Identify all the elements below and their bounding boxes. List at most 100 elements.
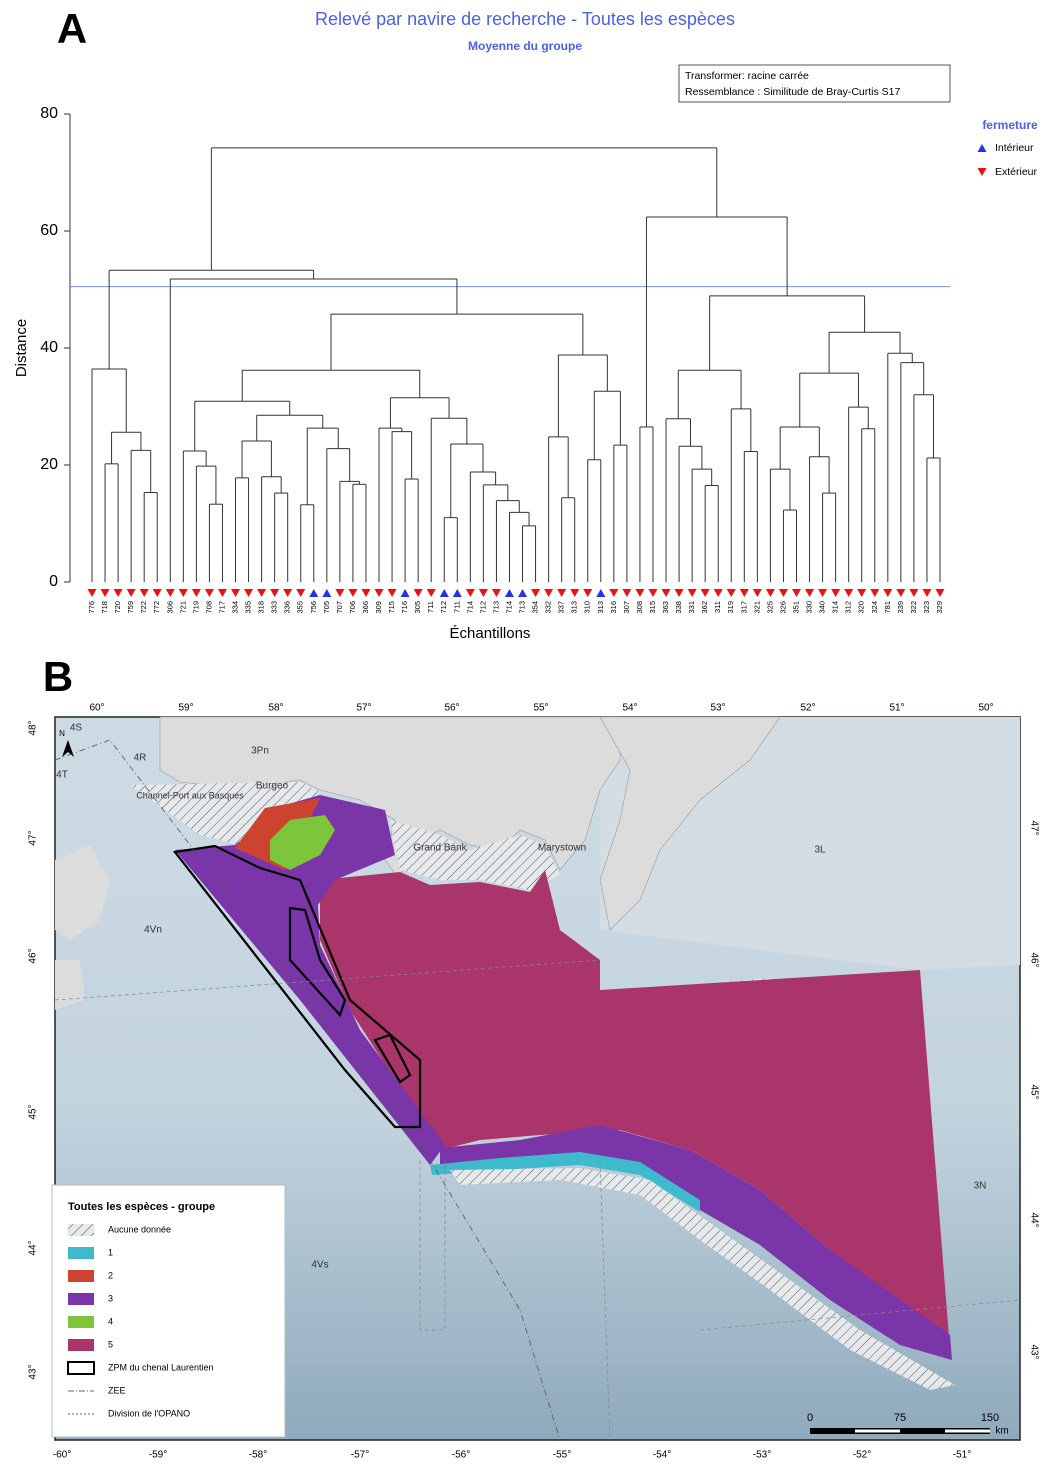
lon-label: 51° xyxy=(889,703,904,714)
closure-marker xyxy=(701,589,710,597)
closure-marker xyxy=(479,589,488,597)
map: 60°59°58°57°56°55°54°53°52°51°50°-60°-59… xyxy=(28,703,1040,1461)
closure-marker xyxy=(596,589,605,597)
leaf-label: 719 xyxy=(191,601,200,614)
lat-label: 45° xyxy=(1028,1084,1039,1099)
lat-label: 47° xyxy=(1028,820,1039,835)
lon-label: -52° xyxy=(853,1450,871,1461)
map-legend-label: 2 xyxy=(108,1270,113,1280)
closure-marker xyxy=(870,589,879,597)
leaf-label: 720 xyxy=(113,601,122,614)
leaf-label: 311 xyxy=(713,601,722,613)
closure-marker xyxy=(831,589,840,597)
leaf-label: 322 xyxy=(909,601,918,614)
y-tick-label: 20 xyxy=(40,456,58,473)
closure-marker xyxy=(309,589,318,597)
legend-title: fermeture xyxy=(982,118,1038,132)
lon-label: 58° xyxy=(268,703,283,714)
closure-marker xyxy=(244,589,253,597)
map-legend-label: 1 xyxy=(108,1247,113,1257)
leaf-label: 314 xyxy=(831,601,840,614)
legend-swatch xyxy=(68,1247,94,1259)
place-label: 3N xyxy=(974,1181,987,1192)
closure-marker xyxy=(662,589,671,597)
lon-label: -54° xyxy=(653,1450,671,1461)
closure-marker xyxy=(270,589,279,597)
closure-marker xyxy=(440,589,449,597)
leaf-label: 351 xyxy=(791,601,800,614)
closure-marker xyxy=(518,589,527,597)
scale-bar xyxy=(945,1430,990,1433)
lon-label: 52° xyxy=(800,703,815,714)
place-label: 4T xyxy=(56,770,68,781)
legend-swatch xyxy=(68,1224,94,1236)
place-label: 4Vn xyxy=(144,925,162,936)
legend-swatch xyxy=(68,1339,94,1351)
lat-label: 43° xyxy=(28,1364,39,1379)
chart-subtitle: Moyenne du groupe xyxy=(468,39,582,53)
closure-marker xyxy=(531,589,540,597)
leaf-label: 714 xyxy=(465,601,474,614)
closure-marker xyxy=(114,589,123,597)
map-legend-label: Aucune donnée xyxy=(108,1224,171,1234)
scale-label: 150 xyxy=(981,1412,999,1424)
closure-marker xyxy=(896,589,905,597)
leaf-label: 321 xyxy=(752,601,761,614)
closure-marker xyxy=(622,589,631,597)
leaf-label: 715 xyxy=(387,601,396,614)
leaf-label: 721 xyxy=(178,601,187,614)
legend-swatch xyxy=(68,1316,94,1328)
leaf-label: 706 xyxy=(348,601,357,614)
closure-marker xyxy=(466,589,475,597)
leaf-label: 331 xyxy=(687,601,696,614)
closure-marker xyxy=(205,589,214,597)
closure-marker xyxy=(635,589,644,597)
leaf-label: 335 xyxy=(244,601,253,614)
leaf-label: 306 xyxy=(165,601,174,614)
leaf-label: 317 xyxy=(739,601,748,614)
scale-label: 75 xyxy=(894,1412,906,1424)
lon-label: 54° xyxy=(622,703,637,714)
x-axis-label: Échantillons xyxy=(450,625,531,642)
lon-label: -58° xyxy=(249,1450,267,1461)
leaf-label: 334 xyxy=(230,601,239,614)
closure-marker xyxy=(857,589,866,597)
closure-marker xyxy=(492,589,501,597)
closure-marker xyxy=(753,589,762,597)
closure-marker xyxy=(88,589,97,597)
closure-marker xyxy=(348,589,357,597)
closure-marker xyxy=(127,589,136,597)
leaf-label: 713 xyxy=(518,601,527,614)
place-label: 4Vs xyxy=(311,1260,328,1271)
leaf-label: 354 xyxy=(531,601,540,614)
legend-swatch xyxy=(68,1293,94,1305)
closure-marker xyxy=(296,589,305,597)
leaf-label: 330 xyxy=(805,601,814,614)
map-legend-label: ZEE xyxy=(108,1385,126,1395)
leaf-label: 337 xyxy=(557,601,566,614)
leaf-label: 362 xyxy=(700,601,709,614)
closure-marker xyxy=(740,589,749,597)
lon-label: 56° xyxy=(444,703,459,714)
leaf-label: 717 xyxy=(217,601,226,614)
leaf-label: 355 xyxy=(296,601,305,614)
legend-swatch xyxy=(68,1362,94,1374)
leaf-label: 714 xyxy=(504,601,513,614)
leaf-label: 711 xyxy=(426,601,435,613)
closure-marker xyxy=(805,589,814,597)
lat-label: 46° xyxy=(28,948,39,963)
panel-letter: A xyxy=(57,5,87,52)
leaf-label: 339 xyxy=(896,601,905,614)
map-legend-label: 4 xyxy=(108,1316,113,1326)
lon-label: 57° xyxy=(356,703,371,714)
legend-label: Extérieur xyxy=(995,166,1038,178)
leaf-label: 711 xyxy=(452,601,461,613)
lon-label: -59° xyxy=(149,1450,167,1461)
lat-label: 44° xyxy=(28,1240,39,1255)
leaf-label: 308 xyxy=(635,601,644,614)
leaf-label: 333 xyxy=(270,601,279,614)
leaf-label: 781 xyxy=(883,601,892,614)
panel-letter: B xyxy=(43,653,73,700)
closure-marker xyxy=(361,589,370,597)
closure-marker xyxy=(179,589,188,597)
